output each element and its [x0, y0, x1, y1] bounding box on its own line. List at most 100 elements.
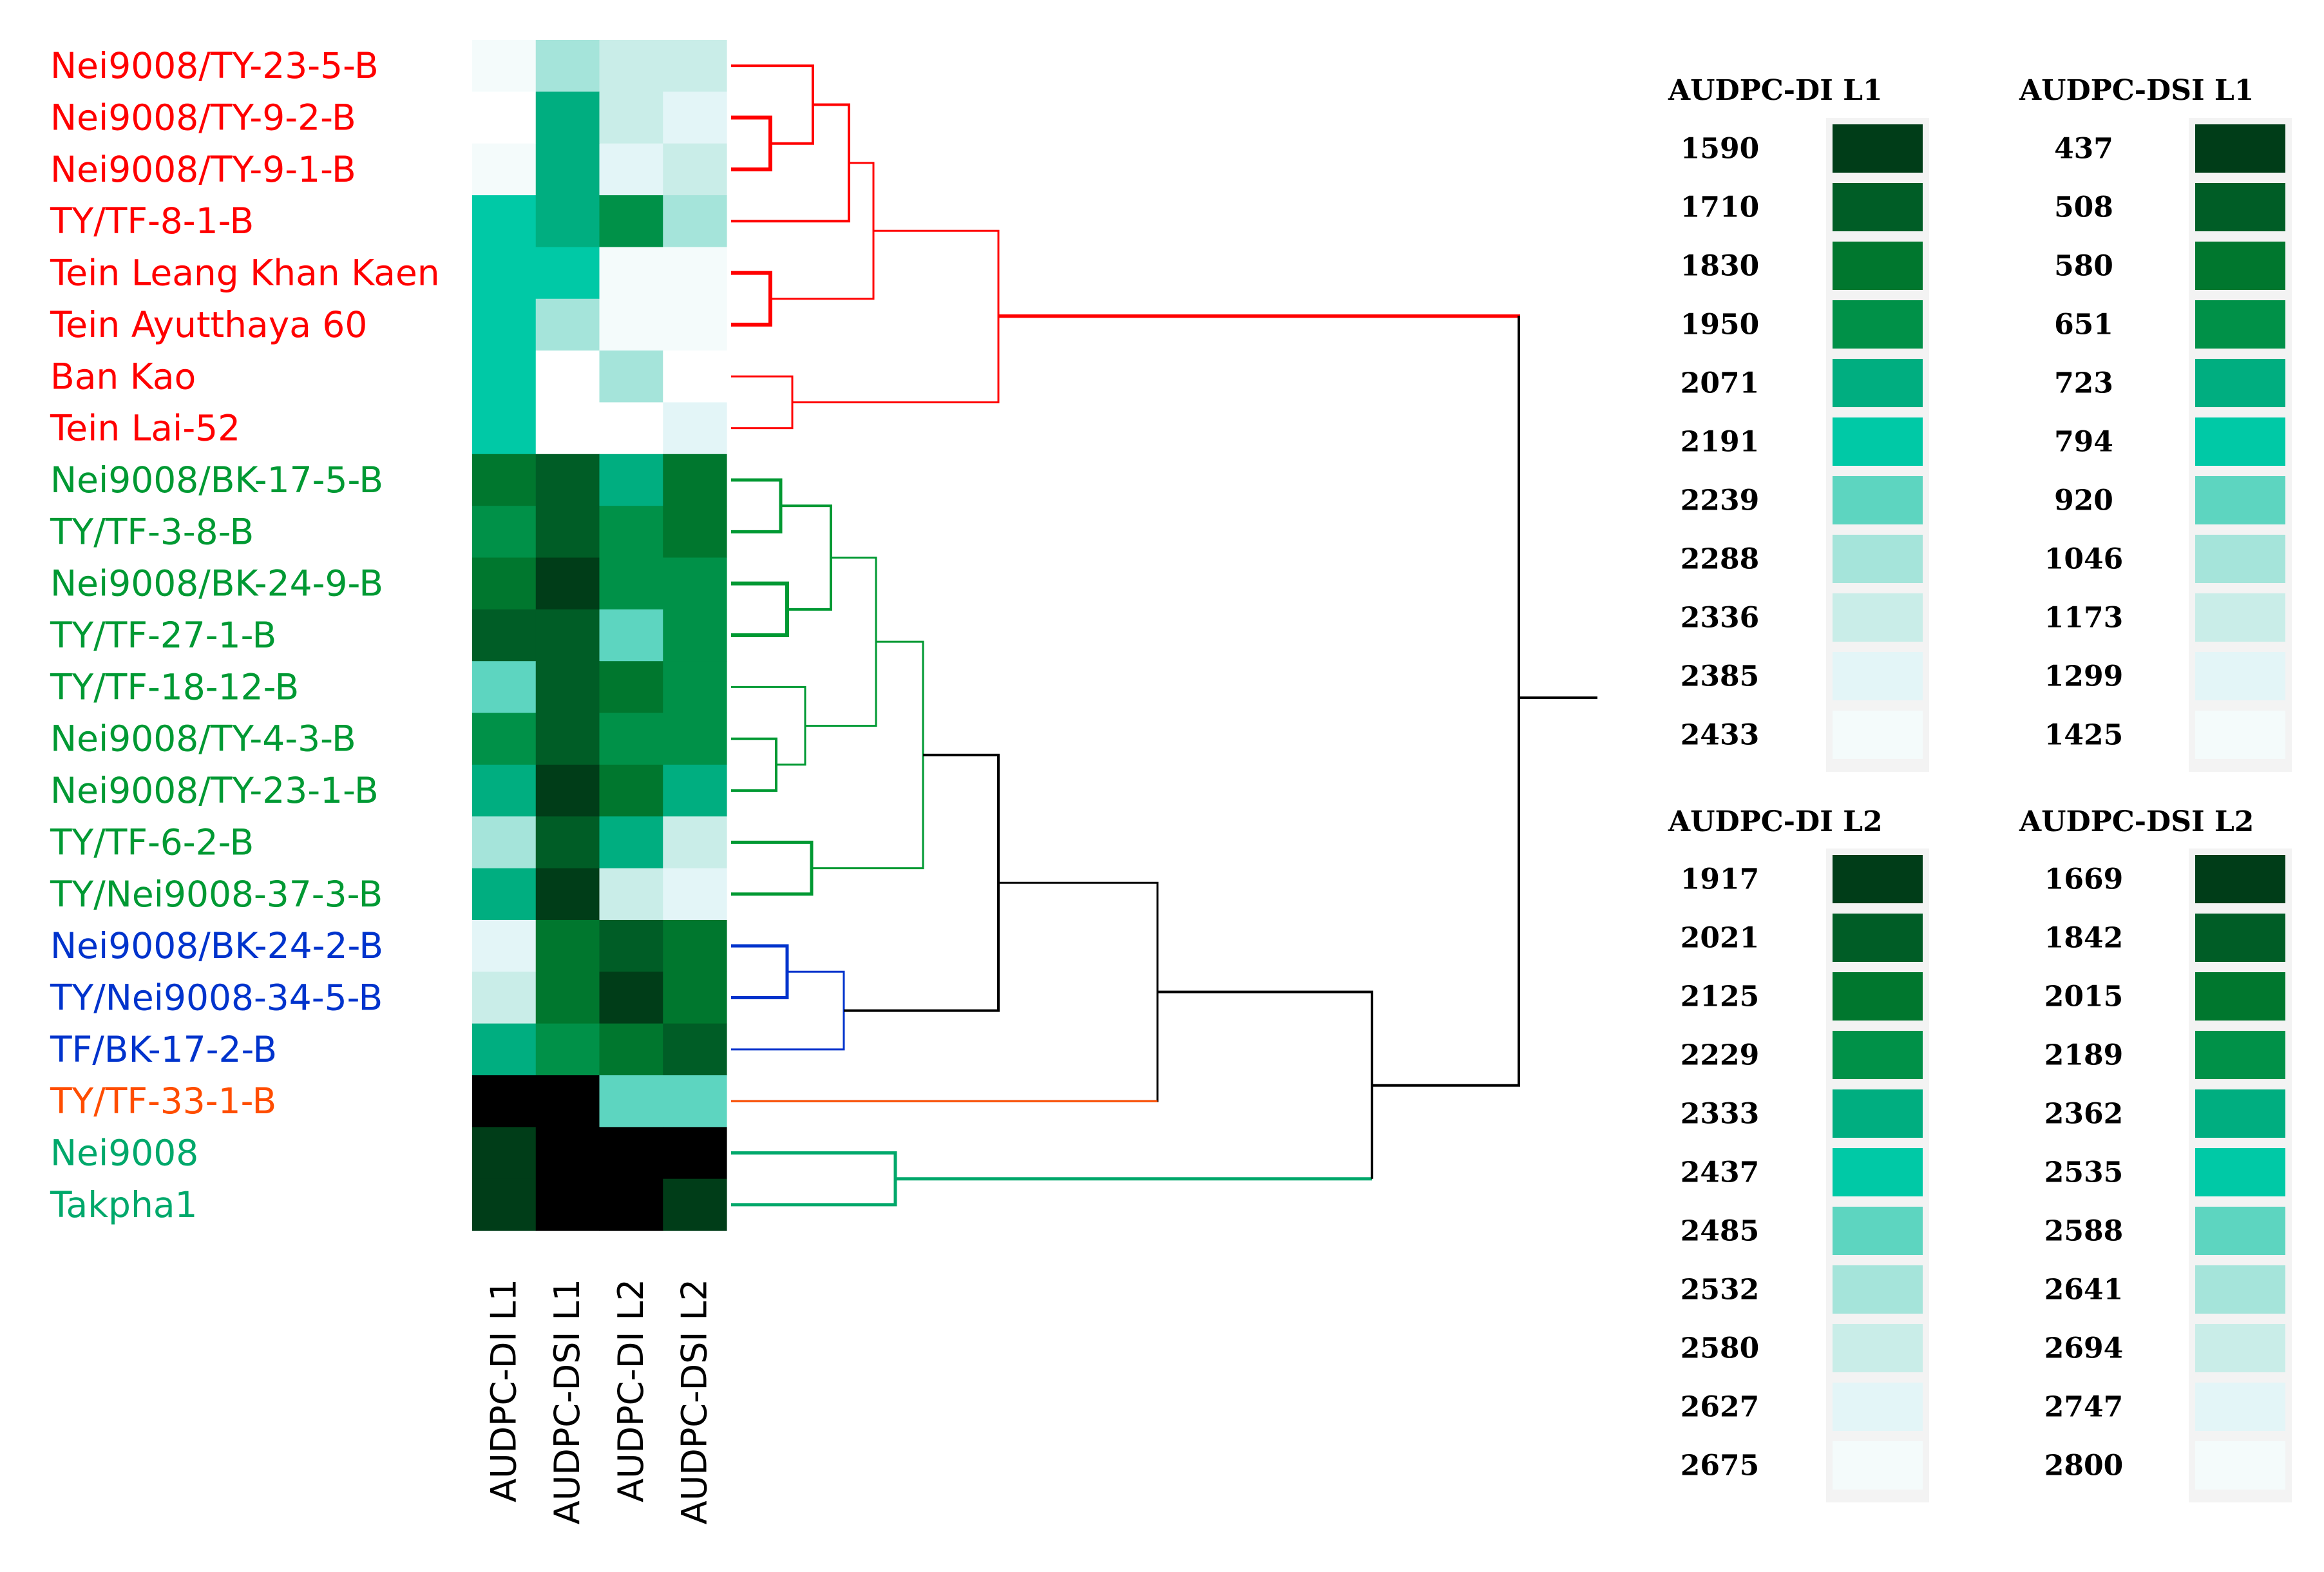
dendrogram-link — [731, 737, 777, 792]
column-label: AUDPC-DI L2 — [611, 1279, 651, 1502]
row-label: Nei9008/BK-24-9-B — [50, 563, 383, 604]
dendrogram-link — [812, 640, 924, 870]
legend-value: 1046 — [2044, 543, 2123, 576]
legend-value: 2125 — [1681, 981, 1759, 1013]
legend-value: 2433 — [1681, 719, 1759, 752]
heatmap-cell — [472, 1075, 537, 1127]
heatmap-cell — [472, 1127, 537, 1180]
heatmap-cell — [663, 609, 727, 662]
legend-swatch — [2195, 652, 2285, 700]
legend-value: 2532 — [1681, 1274, 1759, 1307]
row-label: Ban Kao — [50, 356, 196, 397]
legend-swatch — [1833, 652, 1923, 700]
heatmap-cells — [472, 40, 727, 1231]
legend-value: 651 — [2054, 309, 2113, 341]
heatmap-cell — [663, 1127, 727, 1180]
heatmap-cell — [663, 919, 727, 972]
legend-title: AUDPC-DI L2 — [1668, 805, 1883, 838]
dendrogram-link — [731, 581, 789, 638]
legend-value: 2385 — [1681, 660, 1759, 693]
heatmap-cell — [599, 195, 663, 247]
row-label: Tein Leang Khan Kaen — [50, 253, 440, 294]
heatmap-cell — [535, 1127, 600, 1180]
legend-swatch — [2195, 1324, 2285, 1372]
heatmap-cell — [663, 1075, 727, 1127]
row-label: TY/TF-27-1-B — [50, 615, 276, 656]
legend-value: 2641 — [2044, 1274, 2123, 1307]
legend-value: 2747 — [2044, 1391, 2123, 1424]
legend-swatch — [2195, 242, 2285, 290]
heatmap-cell — [472, 1023, 537, 1076]
heatmap-cell — [535, 454, 600, 506]
heatmap-cell — [663, 40, 727, 92]
legend-swatch — [1833, 183, 1923, 231]
dendrogram-link — [731, 115, 772, 171]
heatmap-cell — [663, 506, 727, 559]
dendrogram-link — [731, 271, 772, 327]
heatmap-cell — [599, 402, 663, 455]
legend-swatch — [1833, 1207, 1923, 1255]
heatmap-cell — [535, 506, 600, 559]
heatmap-cell — [599, 661, 663, 714]
heatmap-cell — [535, 1075, 600, 1127]
heatmap-cell — [472, 40, 537, 92]
legend: AUDPC-DI L2 1917 2021 2125 2229 2333 2437 2485 2… — [1668, 805, 1929, 1502]
legend-value: 2362 — [2044, 1098, 2123, 1131]
legend-swatch — [2195, 1031, 2285, 1079]
legend-value: 2485 — [1681, 1215, 1759, 1248]
heatmap-cell — [472, 195, 537, 247]
heatmap-cell — [472, 402, 537, 455]
row-label: Nei9008/TY-9-2-B — [50, 97, 356, 139]
legend-swatch — [1833, 1031, 1923, 1079]
heatmap-cell — [663, 1178, 727, 1231]
row-label: TY/TF-8-1-B — [50, 200, 254, 242]
heatmap-cell — [535, 661, 600, 714]
heatmap-cell — [599, 609, 663, 662]
legend-swatch — [2195, 476, 2285, 524]
heatmap-cell — [472, 143, 537, 196]
legend-swatch — [1833, 1441, 1923, 1490]
row-label: Tein Lai-52 — [50, 408, 240, 449]
legend-swatch — [2195, 1148, 2285, 1196]
legend-swatch — [1833, 300, 1923, 349]
legend-swatch — [1833, 535, 1923, 583]
legend-title: AUDPC-DSI L1 — [2019, 74, 2254, 107]
legend-value: 2015 — [2044, 981, 2123, 1013]
heatmap-cell — [599, 764, 663, 817]
legend-value: 2021 — [1681, 922, 1759, 955]
row-label: TY/Nei9008-34-5-B — [50, 977, 383, 1018]
legend-swatch — [2195, 914, 2285, 962]
heatmap-cell — [663, 91, 727, 144]
dendrogram-link — [770, 162, 875, 300]
heatmap-cell — [535, 972, 600, 1024]
legend-swatch — [2195, 1265, 2285, 1314]
legend-value: 580 — [2054, 250, 2113, 283]
heatmap-cell — [535, 713, 600, 765]
legend-value: 1950 — [1681, 309, 1759, 341]
heatmap-cell — [663, 661, 727, 714]
legend-value: 508 — [2054, 191, 2113, 224]
legend-value: 2627 — [1681, 1391, 1759, 1424]
legend-value: 1830 — [1681, 250, 1759, 283]
heatmap-cell — [472, 816, 537, 869]
legend-swatch — [2195, 1383, 2285, 1431]
dendrogram-link — [1372, 316, 1520, 1087]
heatmap-cell — [599, 713, 663, 765]
legend: AUDPC-DSI L1 437 508 580 651 723 794 920 1046 117… — [2019, 74, 2292, 772]
heatmap-cell — [472, 713, 537, 765]
legend-swatch — [1833, 417, 1923, 466]
heatmap-cell — [663, 195, 727, 247]
legend-swatch — [2195, 183, 2285, 231]
legend-swatch — [1833, 1324, 1923, 1372]
heatmap-cell — [599, 1178, 663, 1231]
legend-value: 2580 — [1681, 1332, 1759, 1365]
legend-swatch — [1833, 1383, 1923, 1431]
column-label: AUDPC-DI L1 — [483, 1279, 524, 1502]
legend-swatch — [2195, 1207, 2285, 1255]
dendrogram-link — [731, 840, 814, 896]
legend-value: 2333 — [1681, 1098, 1759, 1131]
row-label: Tein Ayutthaya 60 — [50, 304, 367, 345]
legend-value: 2336 — [1681, 602, 1759, 635]
heatmap-cell — [472, 972, 537, 1024]
heatmap-cell — [663, 1023, 727, 1076]
